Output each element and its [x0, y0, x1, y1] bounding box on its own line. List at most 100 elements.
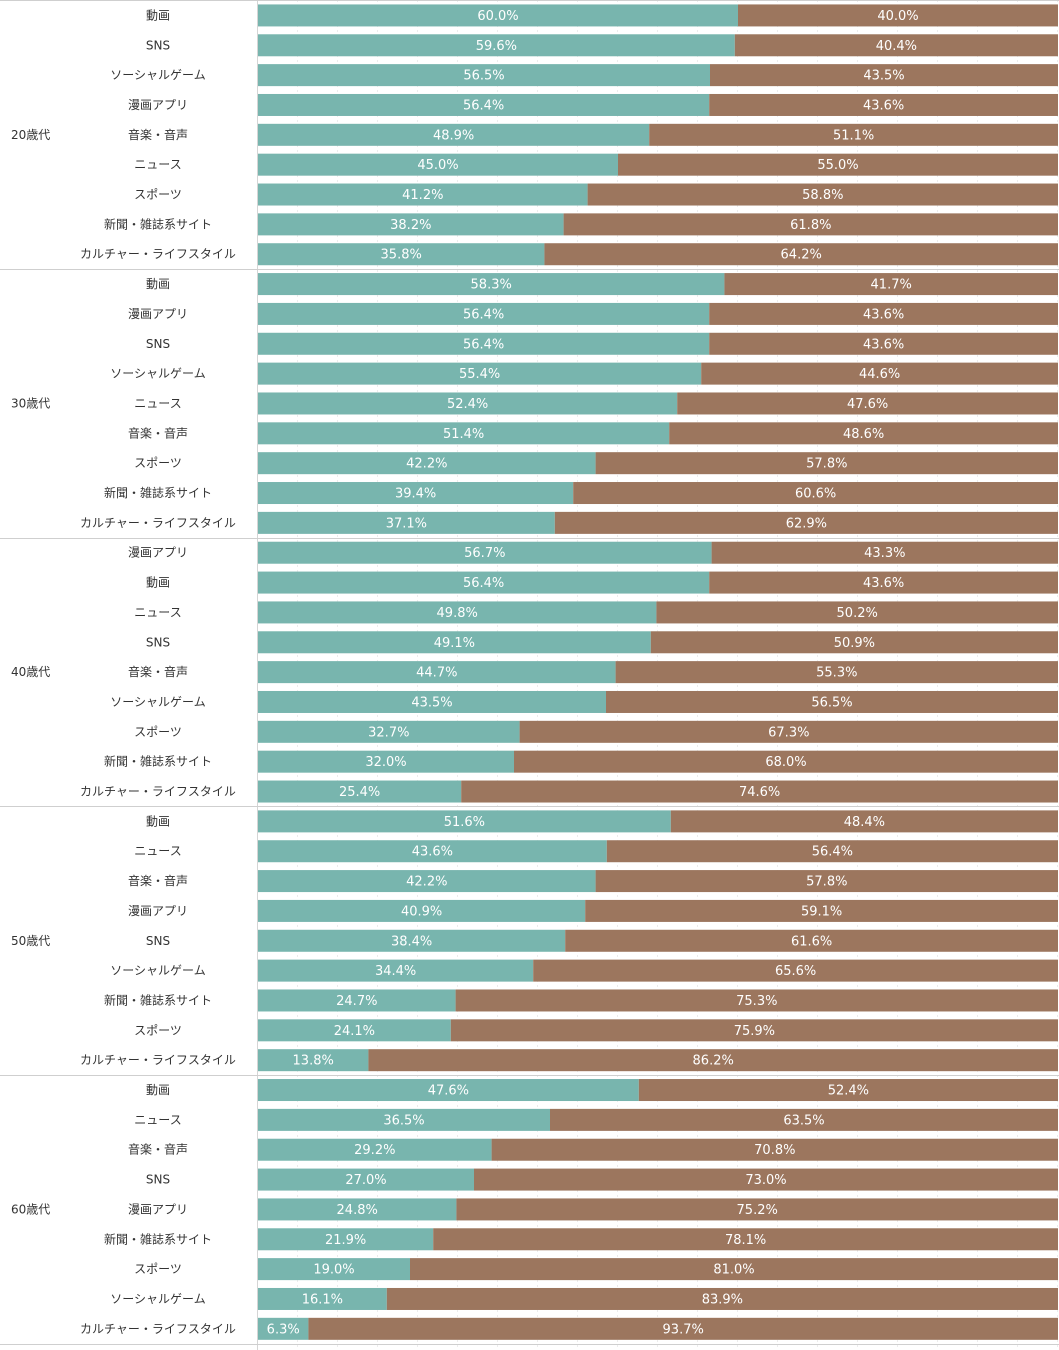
data-label: 93.7% — [663, 1322, 704, 1337]
data-label: 42.2% — [406, 457, 447, 472]
data-label: 44.6% — [859, 367, 900, 382]
data-label: 59.1% — [801, 904, 842, 919]
bar-segment-series-2 — [670, 810, 1058, 833]
bar-segment-series-2 — [474, 1168, 1058, 1191]
bar-segment-series-2 — [491, 1138, 1059, 1161]
data-label: 39.4% — [395, 487, 436, 502]
bar-segment-series-2 — [724, 273, 1058, 296]
category-label: ニュース — [134, 1113, 181, 1127]
category-label: 音楽・音声 — [128, 873, 188, 888]
data-label: 74.6% — [739, 785, 780, 800]
data-label: 51.6% — [444, 815, 485, 830]
data-label: 58.3% — [471, 278, 512, 293]
bar-segment-series-1 — [258, 1108, 550, 1131]
bar-segment-series-2 — [456, 1198, 1058, 1221]
bar-segment-series-1 — [258, 631, 651, 654]
bar-segment-series-2 — [615, 661, 1058, 684]
data-label: 56.4% — [463, 98, 504, 113]
data-label: 43.3% — [864, 546, 905, 561]
bar-segment-series-2 — [638, 1079, 1058, 1102]
bar-segment-series-1 — [258, 899, 586, 922]
bar-segment-series-2 — [701, 362, 1058, 385]
data-label: 24.1% — [334, 1024, 375, 1039]
data-label: 83.9% — [702, 1292, 743, 1307]
category-label: スポーツ — [134, 725, 182, 739]
bar-segment-series-1 — [258, 1019, 451, 1042]
bar-segment-series-2 — [308, 1317, 1058, 1340]
data-label: 63.5% — [783, 1113, 824, 1128]
bar-segment-series-2 — [455, 989, 1059, 1012]
data-label: 29.2% — [354, 1143, 395, 1158]
data-label: 55.4% — [459, 367, 500, 382]
bar-segment-series-2 — [410, 1258, 1058, 1281]
category-label: 新聞・雑誌系サイト — [104, 992, 212, 1007]
data-label: 56.7% — [464, 546, 505, 561]
data-label: 40.0% — [877, 9, 918, 24]
bar-segment-series-2 — [386, 1287, 1058, 1310]
bar-segment-series-1 — [258, 392, 678, 415]
bar-segment-series-2 — [734, 34, 1058, 57]
age-group-label: 40歳代 — [11, 665, 50, 679]
bar-segment-series-1 — [258, 362, 702, 385]
bar-segment-series-1 — [258, 422, 670, 445]
category-label: SNS — [146, 1173, 170, 1187]
data-label: 43.6% — [863, 576, 904, 591]
bar-segment-series-1 — [258, 93, 710, 116]
category-label: 新聞・雑誌系サイト — [104, 485, 212, 500]
category-label: 音楽・音声 — [128, 664, 188, 679]
bar-segment-series-2 — [677, 392, 1058, 415]
bar-segment-series-2 — [550, 1108, 1058, 1131]
category-label: ソーシャルゲーム — [110, 1292, 205, 1306]
bar-segment-series-1 — [258, 1049, 369, 1072]
bar-segment-series-1 — [258, 482, 574, 505]
bar-segment-series-1 — [258, 870, 596, 893]
data-label: 32.0% — [365, 755, 406, 770]
category-label: スポーツ — [134, 188, 182, 202]
data-label: 43.5% — [863, 69, 904, 84]
data-label: 37.1% — [386, 516, 427, 531]
bar-segment-series-2 — [606, 690, 1058, 713]
bar-segment-series-2 — [709, 93, 1058, 116]
category-label: カルチャー・ライフスタイル — [80, 247, 236, 261]
data-label: 60.6% — [795, 487, 836, 502]
data-label: 67.3% — [768, 725, 809, 740]
data-label: 56.4% — [463, 337, 504, 352]
data-label: 62.9% — [786, 516, 827, 531]
bar-segment-series-1 — [258, 989, 456, 1012]
data-label: 57.8% — [806, 457, 847, 472]
bar-segment-series-2 — [565, 929, 1058, 952]
data-label: 40.9% — [401, 904, 442, 919]
bar-segment-series-2 — [709, 332, 1058, 355]
category-label: ニュース — [134, 396, 181, 410]
data-label: 27.0% — [345, 1173, 386, 1188]
bar-segment-series-1 — [258, 1138, 492, 1161]
data-label: 75.3% — [736, 994, 777, 1009]
bar-segment-series-2 — [450, 1019, 1058, 1042]
data-label: 59.6% — [476, 39, 517, 54]
category-label: 新聞・雑誌系サイト — [104, 754, 212, 769]
category-label: ニュース — [134, 844, 181, 858]
data-label: 16.1% — [302, 1292, 343, 1307]
bar-segment-series-2 — [595, 452, 1058, 475]
bar-segment-series-1 — [258, 1258, 410, 1281]
data-label: 57.8% — [806, 875, 847, 890]
data-label: 51.4% — [443, 427, 484, 442]
category-label: SNS — [146, 934, 170, 948]
bar-segment-series-2 — [533, 959, 1058, 982]
category-label: 音楽・音声 — [128, 425, 188, 440]
data-label: 25.4% — [339, 785, 380, 800]
data-label: 56.4% — [463, 307, 504, 322]
bar-segment-series-2 — [595, 870, 1058, 893]
category-label: ソーシャルゲーム — [110, 68, 205, 82]
bar-segment-series-2 — [606, 840, 1058, 863]
data-label: 48.4% — [844, 815, 885, 830]
bar-segment-series-2 — [461, 780, 1058, 803]
category-label: SNS — [146, 337, 170, 351]
category-label: ニュース — [134, 605, 181, 619]
data-label: 61.8% — [790, 218, 831, 233]
data-label: 56.4% — [463, 576, 504, 591]
data-label: 40.4% — [876, 39, 917, 54]
bar-segment-series-1 — [258, 780, 462, 803]
data-label: 43.6% — [863, 98, 904, 113]
data-label: 38.4% — [391, 934, 432, 949]
